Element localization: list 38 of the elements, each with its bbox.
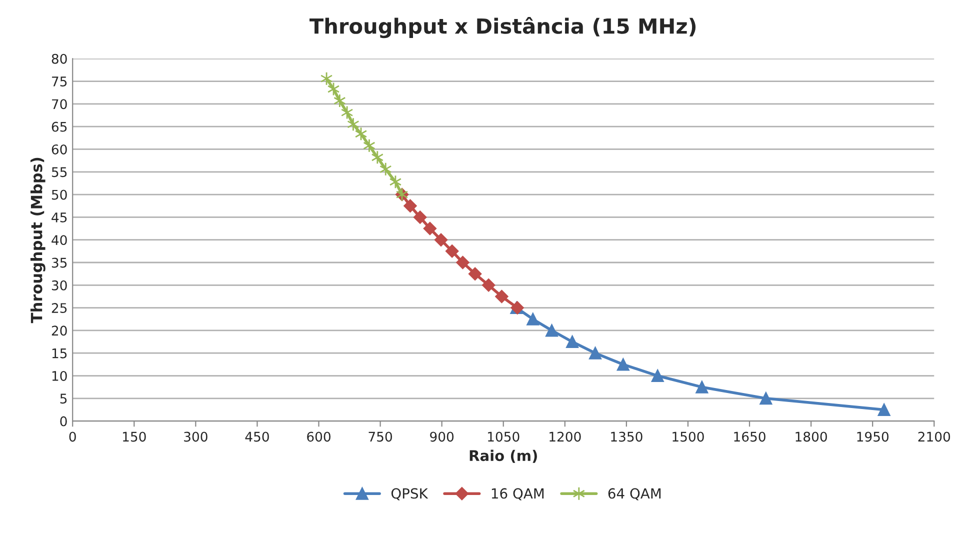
x-tick-label: 1950 (857, 432, 888, 442)
y-tick-label: 45 (52, 212, 67, 222)
x-tick-label: 2100 (918, 432, 950, 442)
y-tick-label: 75 (52, 76, 67, 86)
x-tick-label: 1800 (796, 432, 827, 442)
y-tick-label: 5 (60, 394, 67, 404)
x-tick-label: 900 (430, 432, 454, 442)
x-tick-label: 750 (368, 432, 392, 442)
y-tick-label: 15 (52, 348, 67, 358)
x-tick-label: 0 (69, 432, 76, 442)
x-tick-label: 1200 (550, 432, 581, 442)
y-tick-label: 55 (52, 167, 67, 178)
y-tick-label: 50 (52, 190, 67, 200)
x-tick-label: 1350 (611, 432, 642, 442)
x-tick-label: 450 (245, 432, 269, 442)
y-tick-label: 20 (52, 326, 67, 336)
legend-label: 64 QAM (608, 488, 661, 500)
chart-title: Throughput x Distância (15 MHz) (310, 16, 696, 38)
y-tick-label: 10 (52, 370, 67, 381)
y-tick-label: 35 (52, 258, 67, 268)
y-tick-label: 0 (60, 416, 67, 426)
x-axis-title: Raio (m) (470, 450, 537, 463)
x-tick-label: 1500 (672, 432, 704, 442)
y-axis-title: Throughput (Mbps) (30, 158, 46, 324)
y-tick-label: 65 (52, 122, 67, 132)
y-tick-label: 60 (52, 144, 67, 154)
legend-label: 16 QAM (492, 488, 544, 500)
x-tick-label: 600 (307, 432, 330, 442)
y-tick-label: 25 (52, 303, 67, 314)
y-tick-label: 80 (52, 54, 67, 64)
y-tick-label: 30 (52, 280, 67, 290)
x-tick-label: 1650 (734, 432, 766, 442)
x-tick-label: 1050 (488, 432, 520, 442)
y-tick-label: 70 (52, 99, 67, 110)
y-tick-label: 40 (52, 235, 67, 246)
legend-label: QPSK (391, 488, 428, 500)
x-tick-label: 150 (122, 432, 146, 442)
x-tick-label: 300 (184, 432, 208, 442)
